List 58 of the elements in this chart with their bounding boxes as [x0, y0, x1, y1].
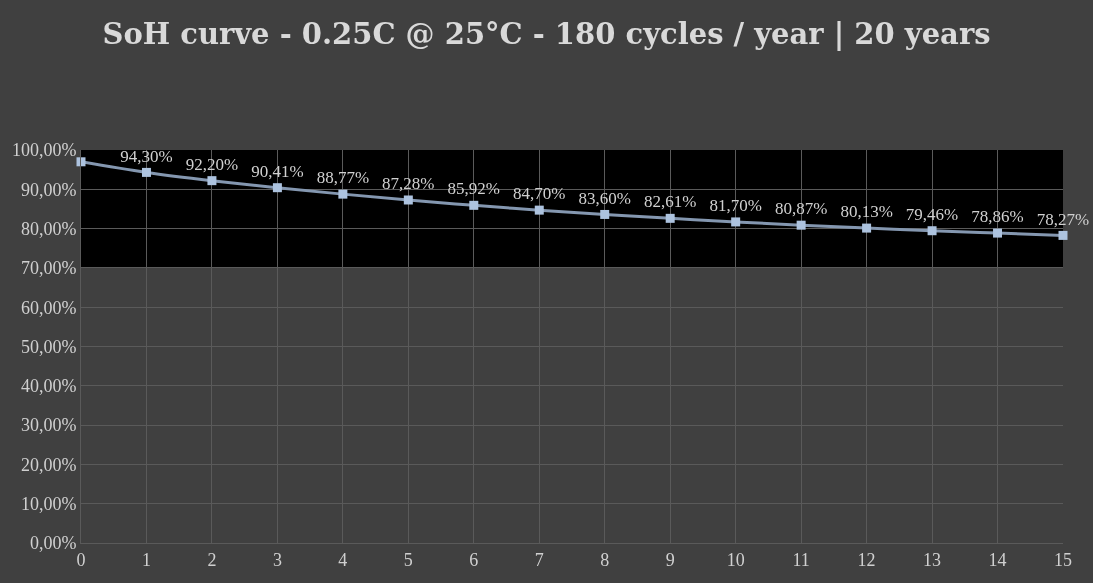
point [207, 176, 217, 186]
y-tick-label: 30,00% [20, 415, 77, 436]
point [272, 183, 282, 193]
x-tick-label: 0 [76, 549, 86, 570]
x-tick-label: 1 [141, 549, 151, 570]
x-tick-label: 15 [1054, 549, 1072, 570]
data-label: 90,41% [251, 161, 304, 181]
point [1058, 230, 1068, 240]
data-label: 82,61% [643, 192, 697, 212]
x-tick-label: 3 [272, 549, 282, 570]
x-tick-label: 13 [923, 549, 942, 570]
data-label: 85,92% [447, 179, 501, 199]
data-label: 78,27% [1036, 209, 1090, 229]
data-label: 84,70% [513, 184, 566, 204]
x-tick-label: 4 [338, 549, 348, 570]
data-label: 83,60% [578, 188, 631, 208]
data-label: 78,86% [971, 207, 1024, 227]
point [469, 200, 479, 210]
x-tick-label: 10 [726, 549, 745, 570]
data-label: 94,30% [120, 146, 173, 166]
x-tick-label: 12 [857, 549, 876, 570]
data-label: 88,77% [316, 168, 370, 188]
x-tick-label: 7 [534, 549, 544, 570]
x-tick-label: 14 [988, 549, 1007, 570]
data-label: 79,46% [905, 204, 959, 224]
y-tick-label: 20,00% [20, 454, 77, 475]
point [338, 189, 348, 199]
x-tick-label: 11 [792, 549, 810, 570]
y-tick-label: 80,00% [20, 218, 77, 239]
chart-title: SoH curve - 0.25C @ 25°C - 180 cycles / year | 20 years [102, 16, 991, 51]
y-tick-label: 10,00% [20, 494, 77, 514]
y-tick-label: 0,00% [29, 533, 77, 554]
point [796, 220, 806, 230]
y-tick-label: 70,00% [20, 258, 77, 279]
y-tick-label: 40,00% [20, 376, 77, 397]
point [665, 213, 675, 223]
x-tick-label: 9 [665, 549, 675, 570]
data-label: 81,70% [709, 196, 762, 216]
point [862, 223, 872, 233]
point [600, 209, 610, 219]
data-label: 92,20% [185, 154, 239, 174]
x-tick-label: 8 [600, 549, 610, 570]
y-tick-label: 60,00% [20, 297, 77, 318]
y-tick-label: 50,00% [20, 336, 77, 357]
point [993, 228, 1003, 238]
data-label: 80,87% [774, 199, 828, 219]
point [927, 226, 937, 236]
x-tick-label: 2 [207, 549, 217, 570]
point [731, 217, 741, 227]
y-tick-label: 100,00% [11, 140, 77, 161]
data-label: 80,13% [840, 202, 893, 222]
y-tick-label: 90,00% [20, 179, 77, 200]
data-label: 87,28% [382, 174, 435, 194]
x-tick-label: 6 [469, 549, 479, 570]
x-tick-label: 5 [403, 549, 413, 570]
point [534, 205, 544, 215]
point [141, 167, 151, 177]
point [403, 195, 413, 205]
